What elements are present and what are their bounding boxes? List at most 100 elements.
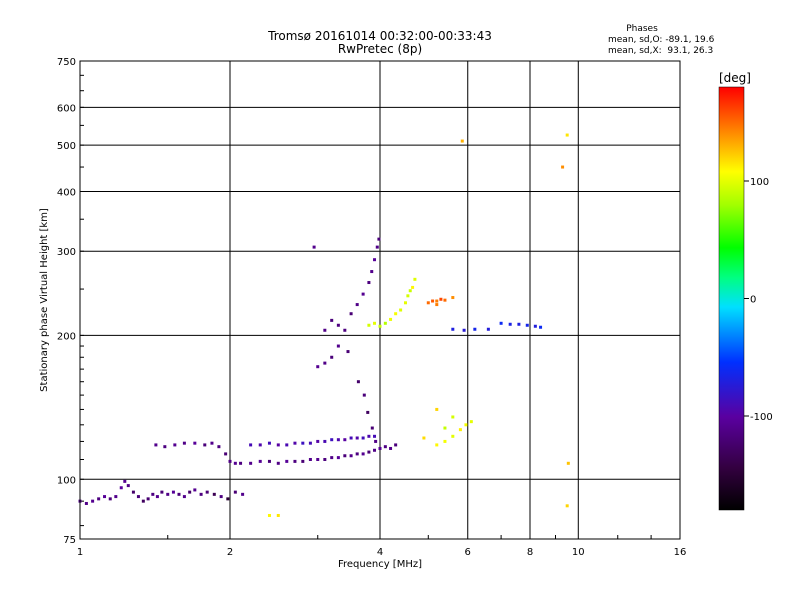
echo-point: [383, 321, 387, 325]
echo-point: [435, 443, 439, 447]
echo-point: [301, 441, 305, 445]
echo-point: [182, 495, 186, 499]
echo-point: [473, 327, 477, 331]
echo-point: [355, 436, 359, 440]
echo-point: [367, 434, 371, 438]
echo-point: [226, 497, 230, 501]
echo-point: [126, 484, 130, 488]
echo-point: [267, 441, 271, 445]
echo-point: [119, 486, 123, 490]
phase-stats-x: mean, sd,X: 93.1, 26.3: [608, 46, 713, 56]
echo-point: [136, 495, 140, 499]
y-tick-label: 600: [57, 103, 76, 114]
echo-point: [210, 441, 214, 445]
x-tick-label: 1: [77, 547, 83, 558]
colorbar-label: [deg]: [719, 71, 751, 85]
echo-point: [103, 495, 107, 499]
echo-point: [258, 459, 262, 463]
echo-point: [312, 245, 316, 249]
echo-point: [151, 492, 155, 496]
echo-point: [276, 461, 280, 465]
echo-point: [403, 301, 407, 305]
echo-point: [361, 452, 365, 456]
echo-point: [486, 327, 490, 331]
echo-point: [146, 497, 150, 501]
echo-point: [435, 299, 439, 303]
echo-point: [308, 441, 312, 445]
data-points: [78, 133, 570, 517]
echo-point: [406, 294, 410, 298]
echo-point: [276, 513, 280, 517]
echo-point: [458, 428, 462, 432]
echo-point: [114, 495, 118, 499]
y-axis-ticks: 75 100 200 300 400 500 600 750: [57, 57, 84, 546]
echo-point: [205, 490, 209, 494]
echo-point: [228, 459, 232, 463]
echo-point: [413, 277, 417, 281]
y-tick-label: 400: [57, 187, 76, 198]
x-tick-label: 10: [572, 547, 585, 558]
x-tick-label: 2: [227, 547, 233, 558]
chart-subtitle: RwPretec (8p): [338, 42, 422, 56]
echo-point: [356, 380, 360, 384]
echo-point: [561, 165, 565, 169]
echo-point: [451, 327, 455, 331]
echo-point: [336, 323, 340, 327]
colorbar-ticks: 100 0 -100: [744, 177, 773, 423]
echo-point: [469, 420, 473, 424]
echo-point: [389, 446, 393, 450]
echo-point: [378, 324, 382, 328]
echo-point: [166, 492, 170, 496]
echo-point: [182, 441, 186, 445]
echo-point: [378, 446, 382, 450]
echo-point: [323, 457, 327, 461]
echo-point: [217, 445, 221, 449]
y-tick-label: 75: [63, 535, 76, 546]
colorbar-tick-label: -100: [750, 412, 773, 423]
echo-point: [131, 490, 135, 494]
x-tick-label: 16: [674, 547, 687, 558]
x-tick-label: 4: [377, 547, 383, 558]
echo-point: [154, 443, 158, 447]
echo-point: [267, 459, 271, 463]
phase-heading: Phases: [626, 24, 658, 34]
echo-point: [435, 407, 439, 411]
echo-point: [336, 456, 340, 460]
echo-point: [219, 495, 223, 499]
echo-point: [508, 322, 512, 326]
echo-point: [97, 497, 101, 501]
chart-title: Tromsø 20161014 00:32:00-00:33:43: [267, 29, 492, 43]
echo-point: [173, 443, 177, 447]
echo-point: [367, 323, 371, 327]
echo-point: [249, 443, 253, 447]
echo-point: [422, 436, 426, 440]
echo-point: [443, 426, 447, 430]
echo-point: [239, 461, 243, 465]
echo-point: [389, 317, 393, 321]
echo-point: [285, 443, 289, 447]
grid-lines: [80, 61, 680, 539]
echo-point: [539, 325, 543, 329]
echo-point: [301, 459, 305, 463]
echo-point: [431, 299, 435, 303]
echo-point: [193, 488, 197, 492]
echo-point: [323, 328, 327, 332]
echo-point: [316, 439, 320, 443]
echo-point: [349, 312, 353, 316]
echo-point: [525, 323, 529, 327]
echo-point: [373, 434, 377, 438]
echo-point: [374, 439, 378, 443]
echo-point: [203, 443, 207, 447]
echo-point: [394, 443, 398, 447]
echo-point: [293, 459, 297, 463]
y-tick-label: 300: [57, 247, 76, 258]
echo-point: [336, 344, 340, 348]
echo-point: [370, 270, 374, 274]
echo-point: [361, 292, 365, 296]
echo-point: [439, 297, 443, 301]
echo-point: [285, 459, 289, 463]
y-tick-label: 500: [57, 141, 76, 152]
echo-point: [276, 443, 280, 447]
colorbar-tick-label: 100: [750, 177, 769, 188]
plot-frame: [79, 60, 681, 540]
